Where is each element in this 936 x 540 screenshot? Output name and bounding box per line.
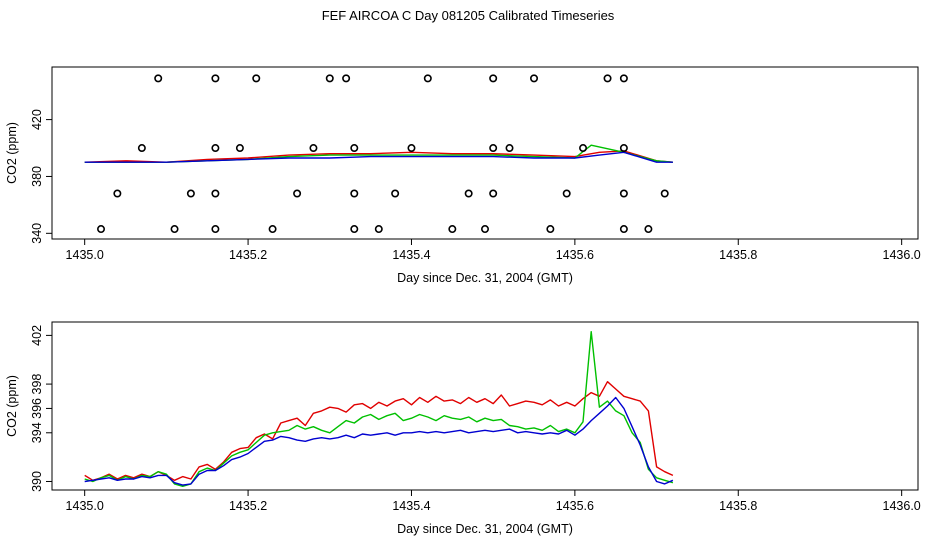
top-x-tick-label: 1436.0 (883, 248, 921, 262)
bottom-x-axis: 1435.0 1435.2 1435.4 1435.6 1435.8 1436.0 (66, 490, 921, 513)
top-marker-point (530, 74, 539, 83)
top-x-tick-label: 1435.2 (229, 248, 267, 262)
top-marker-point (579, 144, 588, 153)
top-x-tick-label: 1435.8 (719, 248, 757, 262)
bottom-y-tick-label: 402 (30, 325, 44, 346)
bottom-x-tick-label: 1435.4 (392, 499, 430, 513)
bottom-series-red (84, 381, 674, 481)
bottom-x-tick-label: 1435.2 (229, 499, 267, 513)
bottom-y-tick-label: 396 (30, 398, 44, 419)
top-y-axis: 340 380 420 (30, 109, 52, 244)
top-marker-point (309, 144, 318, 153)
top-marker-point (211, 144, 220, 153)
bottom-series-green (84, 331, 674, 487)
top-marker-point (480, 225, 489, 234)
page-title: FEF AIRCOA C Day 081205 Calibrated Times… (321, 8, 615, 23)
top-marker-layer (97, 74, 669, 234)
top-y-tick-label: 340 (30, 223, 44, 244)
bottom-x-tick-label: 1435.6 (556, 499, 594, 513)
top-x-tick-label: 1435.6 (556, 248, 594, 262)
top-marker-point (235, 144, 244, 153)
top-plot-frame (51, 66, 919, 240)
top-marker-point (137, 144, 146, 153)
top-marker-point (252, 74, 261, 83)
bottom-y-tick-label: 398 (30, 374, 44, 395)
top-marker-point (186, 189, 195, 198)
top-marker-point (546, 225, 555, 234)
top-marker-point (268, 225, 277, 234)
top-marker-point (113, 189, 122, 198)
bottom-panel: 1435.0 1435.2 1435.4 1435.6 1435.8 1436.0 390… (5, 321, 921, 536)
bottom-y-tick-label: 394 (30, 422, 44, 443)
top-series-red (84, 150, 673, 163)
top-marker-point (489, 144, 498, 153)
top-marker-point (464, 189, 473, 198)
top-y-tick-label: 380 (30, 166, 44, 187)
top-y-axis-title: CO2 (ppm) (5, 122, 19, 184)
top-marker-point (407, 144, 416, 153)
bottom-x-axis-title: Day since Dec. 31, 2004 (GMT) (397, 522, 573, 536)
top-marker-point (391, 189, 400, 198)
top-marker-point (350, 144, 359, 153)
top-marker-point (350, 225, 359, 234)
bottom-series-layer (84, 331, 674, 487)
bottom-x-tick-label: 1436.0 (883, 499, 921, 513)
top-x-axis-title: Day since Dec. 31, 2004 (GMT) (397, 271, 573, 285)
top-marker-point (603, 74, 612, 83)
bottom-y-axis: 390 394 396 398 402 (30, 325, 52, 492)
top-marker-point (170, 225, 179, 234)
top-marker-point (448, 225, 457, 234)
top-marker-point (350, 189, 359, 198)
bottom-series-blue (84, 396, 674, 486)
top-x-tick-label: 1435.0 (66, 248, 104, 262)
top-marker-point (619, 189, 628, 198)
bottom-x-tick-label: 1435.0 (66, 499, 104, 513)
top-panel: 1435.0 1435.2 1435.4 1435.6 1435.8 1436.0 340… (5, 66, 921, 285)
top-marker-point (619, 144, 628, 153)
top-marker-point (423, 74, 432, 83)
top-marker-point (293, 189, 302, 198)
top-marker-point (619, 74, 628, 83)
top-marker-point (211, 225, 220, 234)
top-series-layer (84, 144, 673, 163)
top-marker-point (489, 74, 498, 83)
top-marker-point (505, 144, 514, 153)
top-series-blue (84, 151, 673, 163)
top-marker-point (562, 189, 571, 198)
top-marker-point (619, 225, 628, 234)
top-x-tick-label: 1435.4 (392, 248, 430, 262)
top-marker-point (489, 189, 498, 198)
bottom-y-tick-label: 390 (30, 471, 44, 492)
top-marker-point (211, 74, 220, 83)
top-marker-point (660, 189, 669, 198)
top-marker-point (325, 74, 334, 83)
bottom-y-axis-title: CO2 (ppm) (5, 375, 19, 437)
top-y-tick-label: 420 (30, 109, 44, 130)
top-marker-point (97, 225, 106, 234)
top-marker-point (154, 74, 163, 83)
top-marker-point (374, 225, 383, 234)
top-marker-point (211, 189, 220, 198)
top-marker-point (644, 225, 653, 234)
bottom-x-tick-label: 1435.8 (719, 499, 757, 513)
top-marker-point (342, 74, 351, 83)
bottom-plot-frame (51, 321, 919, 491)
top-x-axis: 1435.0 1435.2 1435.4 1435.6 1435.8 1436.0 (66, 239, 921, 262)
